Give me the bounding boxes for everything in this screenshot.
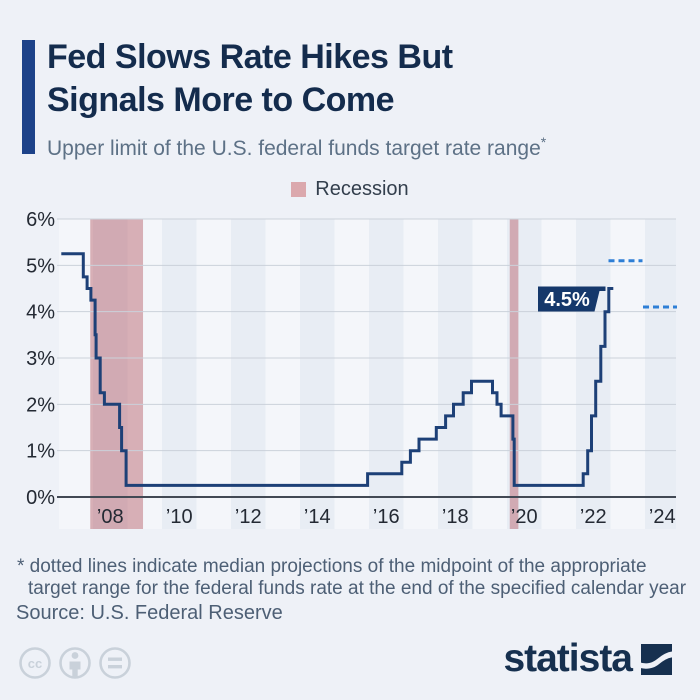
statista-wordmark: statista	[503, 637, 633, 680]
x-tick-label: ’10	[166, 506, 193, 528]
cc-icon[interactable]: cc	[19, 647, 51, 679]
year-stripe	[300, 219, 335, 529]
chart-legend: Recession	[0, 178, 700, 200]
attribution-icon[interactable]	[59, 647, 91, 679]
y-tick-label: 1%	[26, 441, 55, 463]
year-stripe	[369, 219, 404, 529]
year-stripe	[403, 219, 438, 529]
svg-text:cc: cc	[28, 656, 42, 671]
year-stripe	[438, 219, 473, 529]
year-stripe	[196, 219, 231, 529]
footnote-marker: *	[540, 134, 547, 150]
y-tick-label: 2%	[26, 394, 55, 416]
year-stripe	[162, 219, 197, 529]
x-tick-label: ’20	[511, 506, 538, 528]
year-stripe	[334, 219, 369, 529]
recession-legend-label: Recession	[315, 177, 409, 200]
y-tick-label: 4%	[26, 302, 55, 324]
year-stripe	[645, 219, 676, 529]
y-tick-label: 5%	[26, 255, 55, 277]
x-tick-label: ’18	[442, 506, 469, 528]
footnote-line-1: * dotted lines indicate median projectio…	[17, 556, 647, 577]
statista-logo-mark	[641, 643, 672, 675]
statista-logo[interactable]: statista	[503, 637, 672, 680]
title-accent-bar	[22, 40, 35, 154]
page-title: Fed Slows Rate Hikes But Signals More to…	[47, 36, 667, 122]
step-line-chart: 0% 1% 2% 3% 4% 5% 6% ’08 ’10 ’12 ’14 ’16 ’18 ’20 ’22 ’2…	[26, 209, 677, 529]
footnote-line-2: target range for the federal funds rate …	[28, 578, 687, 599]
equal-icon[interactable]	[99, 647, 131, 679]
value-flag-label: 4.5%	[544, 289, 590, 311]
chart-area: 0% 1% 2% 3% 4% 5% 6% ’08 ’10 ’12 ’14 ’16 ’18 ’20 ’22 ’2…	[0, 200, 700, 545]
subtitle-text: Upper limit of the U.S. federal funds ta…	[47, 137, 541, 160]
page-subtitle: Upper limit of the U.S. federal funds ta…	[47, 134, 687, 161]
year-stripe	[472, 219, 507, 529]
license-badges: cc	[18, 641, 148, 690]
y-tick-label: 0%	[26, 487, 55, 509]
recession-swatch	[291, 181, 307, 197]
rate-step-line	[61, 252, 614, 487]
x-tick-label: ’12	[235, 506, 262, 528]
x-tick-label: ’08	[97, 506, 124, 528]
title-line-1: Fed Slows Rate Hikes But	[47, 38, 453, 76]
year-stripe	[265, 219, 300, 529]
y-tick-label: 6%	[26, 209, 55, 231]
year-stripe	[541, 219, 576, 529]
value-flag	[538, 286, 606, 312]
source-text: Source: U.S. Federal Reserve	[16, 602, 283, 624]
x-tick-label: ’22	[580, 506, 607, 528]
y-tick-label: 3%	[26, 348, 55, 370]
year-stripe	[231, 219, 266, 529]
year-stripe	[610, 219, 645, 529]
title-line-2: Signals More to Come	[47, 81, 395, 119]
recession-band	[509, 219, 519, 529]
x-tick-label: ’14	[304, 506, 331, 528]
year-stripe	[59, 219, 93, 529]
x-tick-label: ’16	[373, 506, 400, 528]
x-tick-label: ’24	[649, 506, 676, 528]
